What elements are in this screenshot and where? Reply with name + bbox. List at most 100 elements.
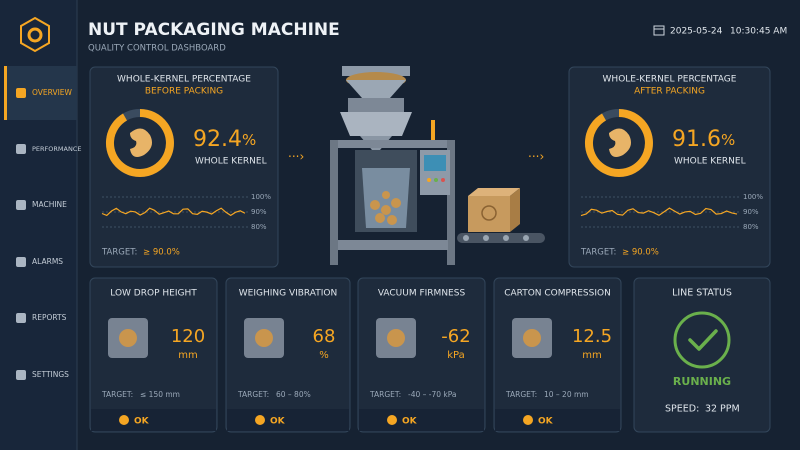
status-check [387, 415, 397, 425]
speed-unit: PPM [720, 404, 740, 415]
running-ring [673, 311, 731, 369]
card [89, 277, 218, 433]
sidebar-label[interactable]: ALARMS [32, 257, 63, 266]
card [357, 277, 486, 433]
scale-label: 100% [743, 193, 763, 201]
card-unit: mm [582, 350, 601, 361]
sidebar-icon [16, 88, 26, 98]
panel-title: WHOLE-KERNEL PERCENTAGE [117, 75, 251, 85]
sidebar-icon [16, 370, 26, 380]
card-status: OK [134, 417, 150, 427]
card-icon-detail [255, 329, 273, 347]
trend-line [101, 207, 246, 217]
card-target-label: TARGET: [237, 390, 269, 399]
card-status: OK [270, 417, 286, 427]
sidebar-label[interactable]: MACHINE [32, 200, 67, 209]
card-unit: % [319, 350, 329, 361]
logo [20, 16, 50, 53]
kernel-label: WHOLE KERNEL [195, 157, 267, 167]
sidebar-item[interactable]: PERFORMANCE [16, 144, 81, 154]
scale-label: 90% [251, 208, 267, 216]
metric-cards: LOW DROP HEIGHT 120 mm TARGET: ≤ 150 mm OK WEI… [89, 277, 622, 433]
card-status-bar [359, 409, 484, 431]
sidebar-icon [16, 144, 26, 154]
panel-stage: AFTER PACKING [634, 87, 705, 97]
status-check [255, 415, 265, 425]
line-status-title: LINE STATUS [672, 288, 732, 299]
sidebar-item[interactable]: SETTINGS [16, 370, 69, 380]
sidebar-label[interactable]: OVERVIEW [32, 88, 73, 97]
card-title: LOW DROP HEIGHT [110, 289, 197, 299]
card-status-bar [227, 409, 349, 431]
scale-label: 100% [251, 193, 271, 201]
card-icon-detail [523, 329, 541, 347]
card [493, 277, 622, 433]
target-label: TARGET: [101, 248, 137, 258]
sidebar-icon [16, 257, 26, 267]
card-target: 60 – 80% [276, 390, 311, 399]
card-target: -40 – -70 kPa [408, 390, 457, 399]
kernel-icon [609, 128, 631, 157]
flow-arrows: ···› ···› [288, 150, 544, 164]
sidebar-label[interactable]: PERFORMANCE [32, 145, 81, 153]
kernel-value-unit: % [721, 131, 735, 149]
arrow: ···› [528, 150, 544, 164]
card [225, 277, 351, 433]
sidebar-item[interactable]: OVERVIEW [16, 88, 73, 98]
card-value: 68 [313, 326, 336, 347]
line-status-card [633, 277, 771, 433]
sidebar-label[interactable]: SETTINGS [32, 370, 69, 379]
card-title: WEIGHING VIBRATION [239, 289, 338, 299]
scale-label: 90% [743, 208, 759, 216]
speed-value: 32 [705, 404, 717, 415]
running-check [688, 329, 718, 351]
sidebar-item[interactable]: ALARMS [16, 257, 63, 267]
date: 2025-05-24 [670, 27, 723, 37]
card-target: 10 – 20 mm [544, 390, 589, 399]
scale-label: 80% [743, 223, 759, 231]
card-value: 12.5 [572, 326, 612, 347]
ring-arc [584, 109, 653, 177]
target-value: ≥ 90.0% [622, 248, 659, 258]
panel-title: WHOLE-KERNEL PERCENTAGE [603, 75, 737, 85]
sidebar-icon [16, 200, 26, 210]
kernel-value-number: 92.4 [193, 127, 242, 152]
panel-stage: BEFORE PACKING [145, 87, 223, 97]
sidebar-item[interactable]: MACHINE [16, 200, 67, 210]
card-icon-detail [387, 329, 405, 347]
card-target-label: TARGET: [505, 390, 537, 399]
target-label: TARGET: [580, 248, 616, 258]
ring-arc [105, 109, 174, 177]
header-title: NUT PACKAGING MACHINE [88, 20, 340, 40]
card-value: 120 [171, 326, 205, 347]
sidebar-icon [16, 313, 26, 323]
sidebar-label[interactable]: REPORTS [32, 313, 67, 322]
scale-label: 80% [251, 223, 267, 231]
card-status: OK [402, 417, 418, 427]
header-subtitle: QUALITY CONTROL DASHBOARD [88, 44, 226, 54]
active-indicator [4, 66, 7, 120]
calendar-icon [653, 25, 665, 36]
card-unit: kPa [447, 350, 465, 361]
card-title: VACUUM FIRMNESS [378, 289, 466, 299]
status-check [119, 415, 129, 425]
kernel-value-unit: % [242, 131, 256, 149]
card-status: OK [538, 417, 554, 427]
card-title: CARTON COMPRESSION [504, 289, 611, 299]
machine-illustration [330, 66, 545, 265]
card-value: -62 [441, 326, 470, 347]
card-target-label: TARGET: [101, 390, 133, 399]
speed-label: SPEED: [665, 404, 699, 415]
target-value: ≥ 90.0% [143, 248, 180, 258]
kernel-icon [130, 128, 152, 157]
card-target-label: TARGET: [369, 390, 401, 399]
card-status-bar [495, 409, 620, 431]
kernel-value: 91.6% [672, 127, 735, 152]
sidebar-item[interactable]: REPORTS [16, 313, 67, 323]
card-target: ≤ 150 mm [140, 390, 180, 399]
kernel-value: 92.4% [193, 127, 256, 152]
card-icon-detail [119, 329, 137, 347]
